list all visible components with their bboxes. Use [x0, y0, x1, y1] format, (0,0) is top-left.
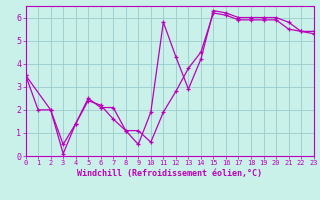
X-axis label: Windchill (Refroidissement éolien,°C): Windchill (Refroidissement éolien,°C): [77, 169, 262, 178]
